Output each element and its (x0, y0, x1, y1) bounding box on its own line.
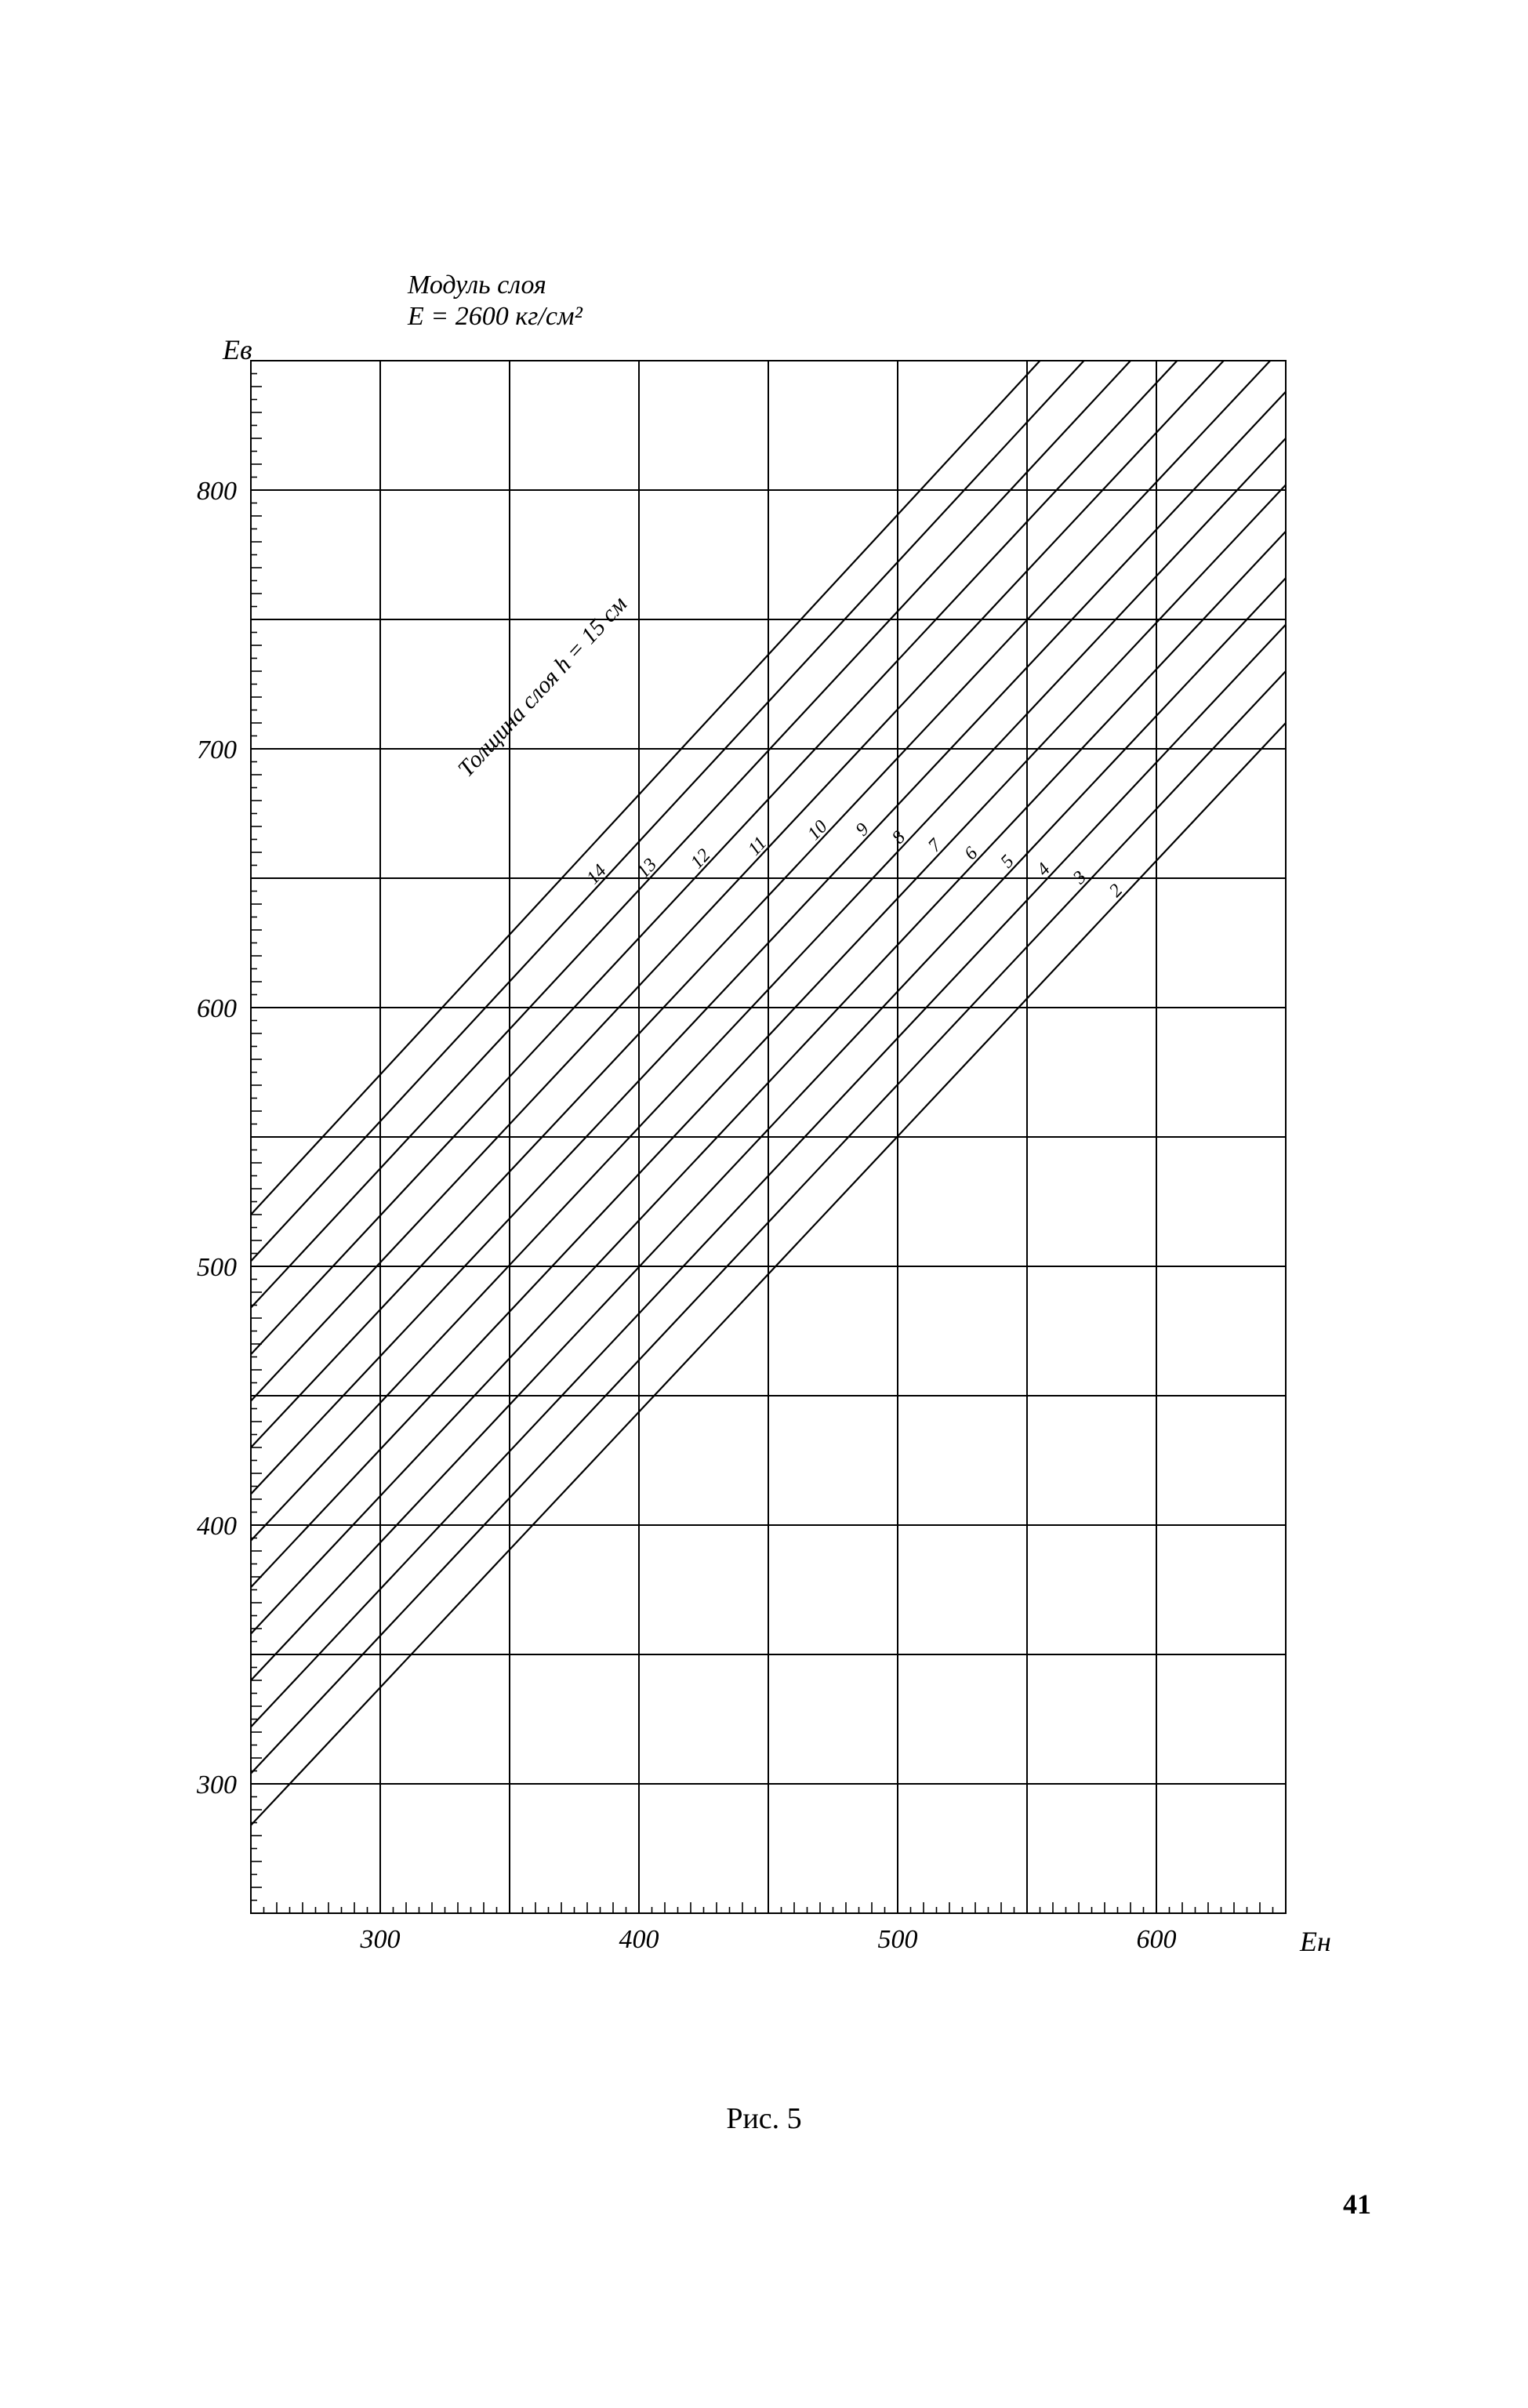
series-value-label: 11 (744, 833, 771, 859)
chart-title-line1: Модуль слоя (408, 271, 546, 300)
series-value-label: 7 (924, 835, 946, 856)
y-tick-label: 300 (196, 1771, 237, 1800)
series-value-label: 2 (1105, 881, 1127, 902)
x-tick-label: 300 (360, 1925, 401, 1954)
page: Модуль слоя Е = 2600 кг/см² 300 400 500 600… (0, 0, 1528, 2408)
x-tick-label: 600 (1137, 1925, 1177, 1954)
x-tick-label: 400 (619, 1925, 659, 1954)
series-value-label: 9 (852, 819, 873, 841)
y-tick-label: 800 (197, 477, 237, 506)
y-tick-label: 600 (197, 994, 237, 1023)
series-value-label: 8 (888, 827, 909, 848)
series-value-label: 10 (804, 816, 831, 844)
series-line (251, 361, 1084, 1261)
chart-title-line2: Е = 2600 кг/см² (408, 302, 583, 332)
figure-caption: Рис. 5 (0, 2101, 1528, 2136)
y-tick-label: 500 (197, 1253, 237, 1282)
series-value-label: 4 (1033, 859, 1054, 881)
y-tick-label: 700 (197, 735, 237, 765)
series-line (251, 361, 1177, 1354)
x-tick-label: 500 (878, 1925, 918, 1954)
x-axis-label: Eн (1299, 1926, 1331, 1957)
series-value-label: 6 (960, 843, 982, 864)
y-axis-label: Eв (222, 337, 252, 365)
page-number: 41 (1343, 2188, 1371, 2221)
series-value-label: 12 (687, 845, 714, 873)
series-value-label: 5 (997, 852, 1018, 873)
series-line (251, 361, 1040, 1215)
series-value-label: 14 (583, 861, 610, 888)
chart: 300400500600700800300400500600EвEнТолщин… (188, 337, 1348, 2015)
series-line (251, 361, 1270, 1447)
y-tick-label: 400 (197, 1512, 237, 1541)
chart-svg: 300400500600700800300400500600EвEнТолщин… (188, 337, 1348, 2015)
